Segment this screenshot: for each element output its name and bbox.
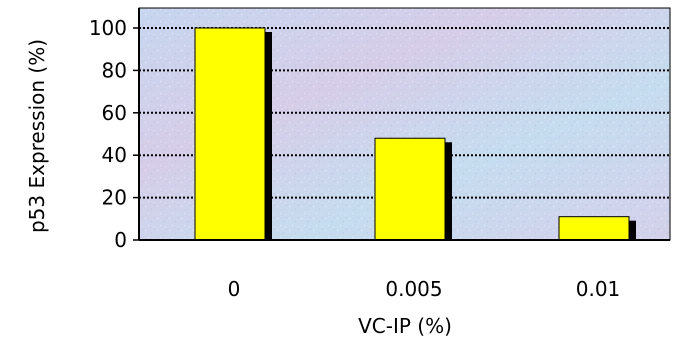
x-tick-label: 0 bbox=[228, 277, 241, 301]
bar bbox=[558, 216, 630, 241]
x-axis-title: VC-IP (%) bbox=[358, 314, 452, 338]
bar bbox=[194, 27, 266, 241]
x-tick-label: 0.01 bbox=[576, 277, 621, 301]
y-tick-label: 40 bbox=[102, 143, 127, 167]
y-tick-label: 100 bbox=[89, 16, 127, 40]
x-axis-ticks: 0 0.005 0.01 bbox=[228, 277, 621, 301]
y-tick-label: 0 bbox=[114, 228, 127, 252]
bars bbox=[194, 27, 636, 241]
y-axis-ticks: 0 20 40 60 80 100 bbox=[89, 16, 139, 252]
y-tick-label: 80 bbox=[102, 58, 127, 82]
bar bbox=[374, 137, 446, 241]
y-tick-label: 60 bbox=[102, 101, 127, 125]
y-tick-label: 20 bbox=[102, 186, 127, 210]
x-tick-label: 0.005 bbox=[385, 277, 442, 301]
y-axis-title: p53 Expression (%) bbox=[25, 39, 49, 233]
